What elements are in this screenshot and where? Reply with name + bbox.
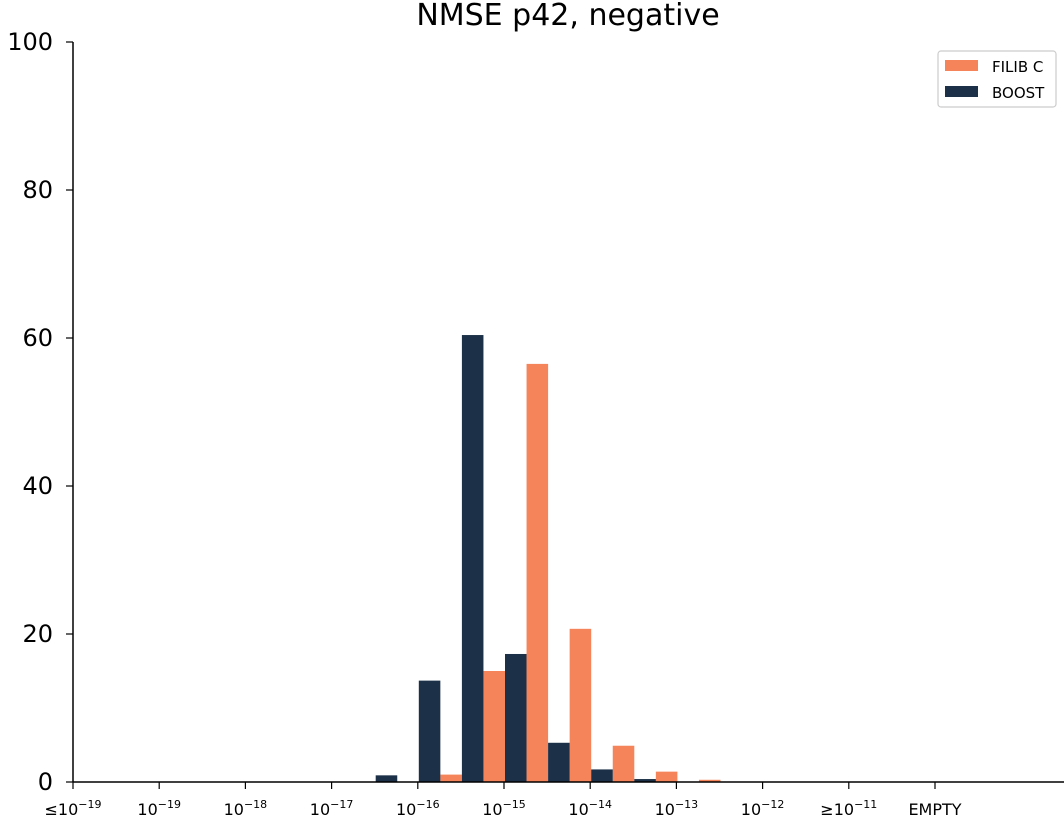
bar-filib-c-9 bbox=[483, 671, 505, 782]
y-tick-label: 0 bbox=[38, 768, 53, 796]
x-tick-label: 10−14 bbox=[568, 798, 612, 819]
bar-boost-10 bbox=[505, 653, 527, 782]
axes-group: 0 20 40 60 80 100 ≤10−19 10−19 10−18 10−17 10−16 10… bbox=[7, 28, 1064, 819]
bar-boost-8 bbox=[418, 680, 441, 782]
y-tick-label: 40 bbox=[22, 472, 53, 500]
bar-filib-c-11 bbox=[569, 628, 592, 782]
bars-group bbox=[375, 335, 721, 782]
x-tick-label: 10−16 bbox=[396, 798, 440, 819]
legend: FILIB C BOOST bbox=[937, 50, 1057, 108]
x-tick-label: 10−19 bbox=[137, 798, 181, 819]
bar-filib-c-14 bbox=[698, 779, 721, 782]
x-tick-label: 10−15 bbox=[482, 798, 526, 819]
legend-label-boost: BOOST bbox=[992, 84, 1045, 102]
bar-boost-9 bbox=[461, 335, 484, 782]
x-tick-label: 10−17 bbox=[310, 798, 354, 819]
bar-boost-13 bbox=[634, 779, 656, 782]
x-tick-label: 10−12 bbox=[741, 798, 785, 819]
x-tick-label: ≥10−11 bbox=[820, 798, 877, 819]
x-tick-label: 10−13 bbox=[655, 798, 699, 819]
y-tick-label: 80 bbox=[22, 176, 53, 204]
y-tick-label: 20 bbox=[22, 620, 53, 648]
bar-filib-c-10 bbox=[526, 363, 549, 782]
y-tick-label: 100 bbox=[7, 28, 53, 56]
x-tick-label: EMPTY bbox=[908, 800, 961, 819]
chart-title: NMSE p42, negative bbox=[416, 0, 719, 33]
bar-filib-c-12 bbox=[612, 745, 635, 782]
y-tick-label: 60 bbox=[22, 324, 53, 352]
x-tick-label: 10−18 bbox=[224, 798, 268, 819]
bar-boost-12 bbox=[591, 769, 613, 782]
bar-filib-c-13 bbox=[655, 771, 678, 782]
bar-boost-11 bbox=[548, 742, 570, 782]
bar-boost-7 bbox=[375, 775, 398, 782]
legend-swatch-boost bbox=[945, 86, 978, 97]
legend-label-filib-c: FILIB C bbox=[992, 58, 1043, 76]
bar-filib-c-8 bbox=[440, 774, 462, 782]
x-tick-label: ≤10−19 bbox=[45, 798, 102, 819]
legend-swatch-filib-c bbox=[945, 60, 978, 71]
